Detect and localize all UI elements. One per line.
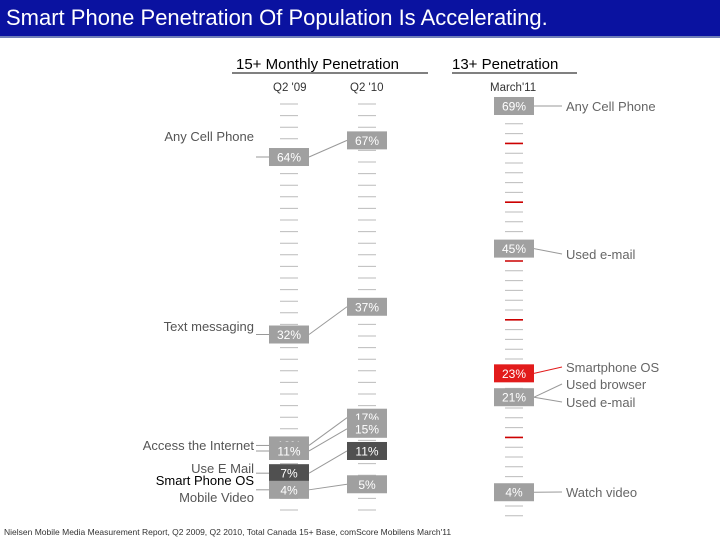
data-label: 37% — [355, 300, 379, 314]
group-header-13plus: 13+ Penetration — [452, 56, 559, 73]
leader-line-right — [533, 248, 563, 255]
column-header-q2-09: Q2 '09 — [273, 82, 307, 94]
connector-line — [308, 450, 348, 474]
data-label: 23% — [502, 367, 526, 381]
title-bar: Smart Phone Penetration Of Population Is… — [0, 0, 720, 38]
data-label: 21% — [502, 391, 526, 405]
group-header-monthly: 15+ Monthly Penetration — [236, 56, 400, 73]
column-header-march-11: March'11 — [490, 82, 537, 94]
connector-line — [308, 139, 348, 158]
value-box — [269, 441, 309, 460]
right-label-smartphone-os: Smartphone OS — [566, 360, 660, 375]
data-label: 4% — [280, 483, 298, 497]
data-label: 11% — [355, 444, 378, 458]
value-box — [494, 388, 534, 407]
right-label-watch-video: Watch video — [566, 485, 638, 500]
leader-line-right — [533, 396, 563, 403]
connector-line — [308, 428, 348, 452]
data-label: 67% — [355, 134, 379, 148]
row-label-mobile-video: Mobile Video — [179, 490, 254, 505]
data-label: 15% — [355, 422, 379, 436]
value-box — [347, 419, 387, 438]
connector-line — [308, 417, 348, 446]
leader-line-right — [533, 366, 563, 374]
value-box — [494, 483, 534, 502]
data-label: 7% — [280, 467, 298, 481]
value-box — [347, 131, 387, 150]
row-label-any-cell-phone: Any Cell Phone — [164, 129, 254, 144]
value-box — [269, 480, 309, 499]
row-label-access-internet: Access the Internet — [142, 438, 254, 453]
tick-ladder-2 — [505, 113, 523, 517]
value-box — [269, 148, 309, 167]
row-label-smart-phone-os: Smart Phone OS — [155, 473, 254, 488]
value-box — [494, 97, 534, 115]
data-label: 4% — [505, 486, 523, 500]
value-box — [269, 325, 309, 344]
value-box — [494, 364, 534, 383]
right-label-used-browser: Used browser — [566, 377, 647, 392]
column-header-q2-10: Q2 '10 — [350, 82, 384, 94]
data-label: 11% — [277, 444, 300, 458]
value-box — [269, 464, 309, 483]
data-label: 5% — [358, 478, 376, 492]
value-box — [347, 475, 387, 494]
row-label-text-messaging: Text messaging — [163, 319, 254, 334]
right-label-used-email-2: Used e-mail — [566, 395, 636, 410]
slide-title: Smart Phone Penetration Of Population Is… — [6, 5, 548, 30]
data-label: 69% — [502, 100, 526, 114]
right-label-any-cell-phone: Any Cell Phone — [566, 99, 656, 114]
leader-line-right — [533, 383, 563, 398]
data-label: 64% — [277, 151, 301, 165]
row-label-use-email: Use E Mail — [191, 461, 254, 476]
right-label-used-email: Used e-mail — [566, 247, 636, 262]
data-label: 45% — [502, 242, 526, 256]
value-box — [494, 239, 534, 258]
value-box — [347, 297, 387, 316]
connector-line — [308, 483, 348, 491]
connector-line — [308, 306, 348, 335]
data-label: 32% — [277, 328, 301, 342]
value-box — [347, 441, 387, 460]
source-footnote: Nielsen Mobile Media Measurement Report,… — [4, 527, 452, 537]
